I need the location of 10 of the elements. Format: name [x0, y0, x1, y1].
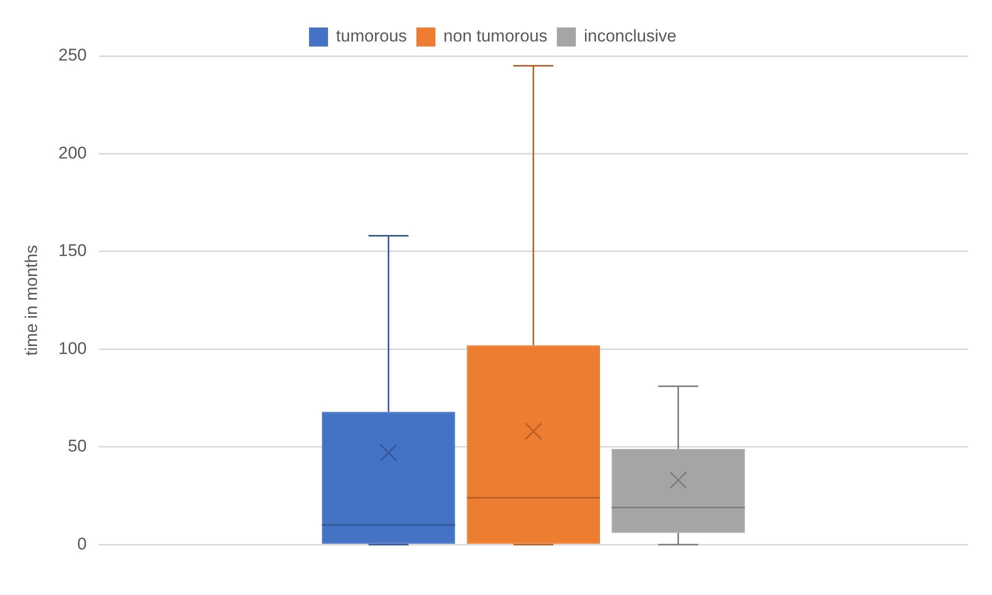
y-tick-label: 0 — [77, 534, 87, 554]
y-axis-title: time in months — [22, 245, 41, 356]
legend-label: inconclusive — [584, 26, 676, 46]
legend-label: tumorous — [336, 26, 407, 46]
y-tick-label: 50 — [68, 436, 87, 456]
y-tick-label: 250 — [58, 46, 87, 65]
y-tick-label: 150 — [58, 241, 87, 260]
y-tick-label: 100 — [58, 338, 87, 358]
y-tick-label: 200 — [58, 143, 87, 162]
legend-label: non tumorous — [443, 26, 548, 46]
